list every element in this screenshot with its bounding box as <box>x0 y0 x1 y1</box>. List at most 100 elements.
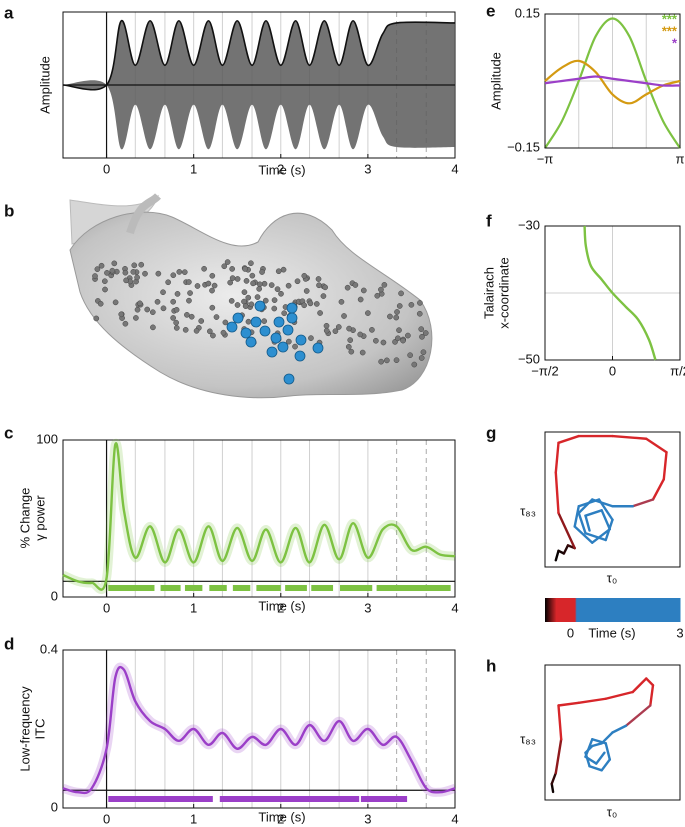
electrode <box>209 304 216 311</box>
electrode <box>254 294 261 300</box>
trajectory-segment <box>588 765 603 772</box>
y-axis-label: % Change <box>17 488 32 549</box>
electrode <box>111 260 118 267</box>
trajectory-segment <box>577 511 587 535</box>
trajectory-segment <box>577 697 607 704</box>
electrode <box>220 329 227 336</box>
electrode <box>142 270 148 277</box>
y-axis-label: Talairach <box>481 267 496 319</box>
electrode <box>170 315 176 321</box>
y-axis-label: x-coordinate <box>496 257 511 329</box>
electrode <box>256 286 263 292</box>
electrode <box>380 339 387 346</box>
y-tick-label: −0.15 <box>507 139 540 154</box>
y-tick-label: 0.4 <box>40 641 58 656</box>
electrode <box>335 324 342 330</box>
x-tick-label: −π/2 <box>531 363 558 378</box>
electrode-highlight <box>254 300 266 312</box>
annotation: *** <box>662 11 678 26</box>
electrode <box>407 352 413 359</box>
trajectory-segment <box>611 434 648 440</box>
electrode-highlight <box>286 312 298 324</box>
electrode <box>243 278 250 284</box>
line <box>583 225 657 361</box>
x-axis-label: Time (s) <box>258 598 305 613</box>
electrode <box>211 282 218 289</box>
electrode <box>398 290 404 297</box>
panel-label: a <box>4 3 14 22</box>
trajectory-segment <box>600 509 611 531</box>
electrode <box>322 284 329 291</box>
significance-bar <box>209 585 227 591</box>
panel-label: e <box>486 1 495 20</box>
x-tick-label: 0 <box>103 161 110 176</box>
x-tick-label: −π <box>537 151 554 166</box>
line <box>62 665 456 795</box>
x-axis-label: τ₀ <box>607 804 618 819</box>
electrode <box>418 355 425 361</box>
significance-bar <box>360 796 408 802</box>
electrode <box>352 282 359 288</box>
electrode <box>193 327 200 334</box>
electrode <box>174 291 181 297</box>
electrode <box>92 273 98 279</box>
electrode <box>248 301 255 308</box>
electrode <box>134 306 141 313</box>
electrode-highlight <box>270 332 282 344</box>
trajectory-segment <box>662 451 668 481</box>
electrode <box>285 282 292 289</box>
trajectory-segment <box>554 549 560 562</box>
electrode <box>344 284 351 291</box>
electrode <box>133 315 139 321</box>
electrode <box>278 290 284 297</box>
electrode <box>357 296 364 303</box>
electrode <box>109 267 116 274</box>
panel-label: c <box>4 423 13 442</box>
significance-bar <box>184 585 203 591</box>
x-tick-label: 3 <box>364 161 371 176</box>
y-axis-label: γ power <box>32 495 47 541</box>
electrode <box>394 309 400 315</box>
electrode-highlight <box>312 342 324 354</box>
trajectory-segment <box>550 771 557 785</box>
electrode <box>221 263 228 270</box>
error-band <box>61 662 457 798</box>
electrode <box>346 325 352 332</box>
trajectory-segment <box>611 724 628 734</box>
y-axis-label: ITC <box>32 719 47 740</box>
electrode <box>394 335 401 342</box>
y-axis-label: τ₈₃ <box>520 503 536 518</box>
annotation: *** <box>662 23 678 38</box>
electrode <box>341 313 347 319</box>
electrode <box>229 266 236 272</box>
electrode <box>381 282 388 288</box>
electrode <box>408 301 415 308</box>
electrode <box>422 330 429 336</box>
trajectory-segment <box>604 742 611 761</box>
x-axis-label: Time (s) <box>258 809 305 824</box>
plot-frame <box>62 439 456 598</box>
significance-bar <box>376 585 451 591</box>
electrode <box>184 311 190 318</box>
electrode <box>323 327 330 334</box>
electrode-highlight <box>226 321 238 333</box>
electrode <box>206 328 213 335</box>
trajectory-segment <box>554 441 560 474</box>
electrode <box>245 294 252 301</box>
waveform-lower <box>63 80 455 150</box>
electrode <box>268 282 275 288</box>
electrode-highlight <box>283 373 295 385</box>
electrode <box>122 320 129 327</box>
electrode <box>181 269 188 275</box>
electrode <box>292 343 298 350</box>
trajectory-segment <box>577 498 601 508</box>
trajectory-segment <box>591 742 603 748</box>
significance-bar <box>311 585 334 591</box>
electrode <box>224 259 231 265</box>
panel-label: h <box>486 656 496 675</box>
electrode <box>234 276 241 282</box>
trajectory-segment <box>584 509 603 517</box>
envelope-line <box>62 19 456 91</box>
electrode <box>249 272 256 279</box>
x-tick-label: 0 <box>567 625 574 640</box>
